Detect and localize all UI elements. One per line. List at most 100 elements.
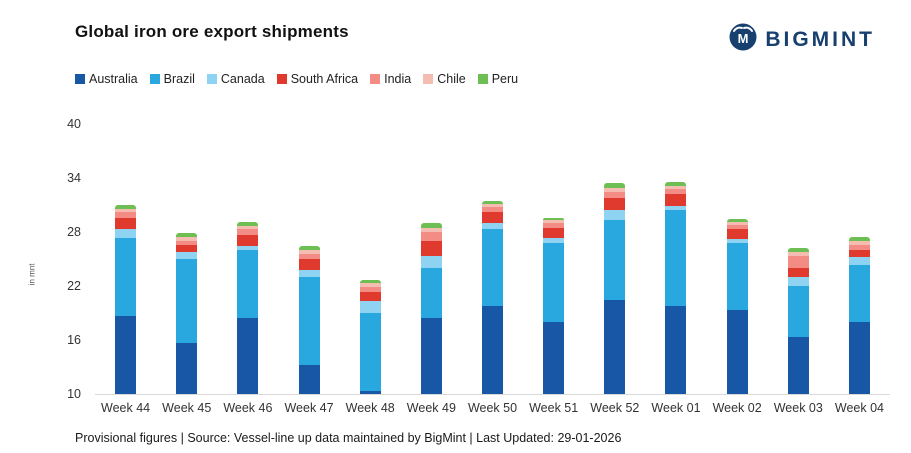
legend-item-brazil: Brazil — [149, 72, 195, 86]
bar-slot — [401, 124, 462, 394]
legend-swatch — [75, 74, 85, 84]
stacked-bar-week-01 — [665, 181, 687, 394]
bar-segment-india — [543, 223, 565, 228]
bar-slot — [462, 124, 523, 394]
x-tick-label: Week 51 — [529, 401, 579, 415]
bar-segment-peru — [482, 200, 504, 205]
bar-segment-south-africa — [787, 268, 809, 278]
legend-label: Canada — [220, 72, 265, 86]
y-tick-label: 22 — [67, 279, 81, 293]
bar-segment-south-africa — [298, 259, 320, 270]
bar-segment-australia — [420, 317, 442, 394]
x-axis-labels: Week 44 Week 45 Week 46 Week 47 Week 48 Week … — [95, 401, 890, 415]
legend-label: Brazil — [163, 72, 195, 86]
bar-segment-canada — [787, 277, 809, 287]
bar-segment-chile — [237, 225, 259, 230]
bar-segment-australia — [482, 305, 504, 394]
stacked-bar-week-03 — [787, 248, 809, 394]
bar-slot — [829, 124, 890, 394]
legend-item-canada: Canada — [206, 72, 265, 86]
stacked-bar-week-51 — [543, 217, 565, 394]
bar-segment-south-africa — [359, 292, 381, 302]
legend-label: India — [384, 72, 412, 86]
bar-segment-chile — [115, 208, 137, 213]
legend-item-peru: Peru — [477, 72, 519, 86]
stacked-bar-week-45 — [176, 232, 198, 394]
stacked-bar-week-46 — [237, 222, 259, 394]
bar-segment-india — [298, 253, 320, 260]
bar-slot — [523, 124, 584, 394]
bar-segment-canada — [482, 223, 504, 230]
bar-segment-chile — [604, 187, 626, 192]
legend-swatch — [206, 74, 217, 84]
bar-segment-brazil — [543, 242, 565, 322]
bar-segment-south-africa — [604, 197, 626, 210]
stacked-bar-week-04 — [848, 237, 870, 394]
stacked-bar-week-48 — [359, 279, 381, 394]
bar-slot — [156, 124, 217, 394]
bar-segment-peru — [604, 182, 626, 188]
bar-segment-india — [115, 212, 137, 218]
bar-segment-brazil — [787, 286, 809, 338]
legend-swatch — [423, 74, 434, 84]
bar-segment-australia — [115, 315, 137, 394]
chart-area: in mnt 10 16 22 28 34 40 — [28, 117, 890, 401]
y-tick-label: 34 — [67, 171, 81, 185]
legend-label: Peru — [491, 72, 519, 86]
source-note: Provisional figures | Source: Vessel-lin… — [75, 431, 622, 445]
bar-segment-peru — [787, 248, 809, 252]
legend-item-india: India — [370, 72, 411, 86]
bar-segment-canada — [176, 251, 198, 260]
bar-segment-canada — [543, 238, 565, 243]
bar-segment-brazil — [482, 229, 504, 306]
bar-segment-india — [726, 224, 748, 230]
stacked-bar-week-02 — [726, 219, 748, 394]
x-tick-label: Week 49 — [406, 401, 456, 415]
bar-segment-chile — [359, 283, 381, 287]
x-tick-label: Week 03 — [773, 401, 823, 415]
bar-segment-peru — [298, 245, 320, 251]
x-tick-label: Week 48 — [345, 401, 395, 415]
bar-segment-australia — [726, 310, 748, 394]
bar-segment-south-africa — [848, 250, 870, 258]
bar-segment-peru — [359, 279, 381, 284]
legend-swatch — [276, 74, 287, 84]
bar-segment-australia — [237, 317, 259, 394]
legend-label: Australia — [89, 72, 138, 86]
bar-segment-peru — [726, 219, 748, 223]
x-tick-label: Week 52 — [590, 401, 640, 415]
bar-slot — [645, 124, 706, 394]
bar-segment-chile — [420, 227, 442, 233]
bigmint-logo-text: BIGMINT — [765, 27, 875, 51]
y-tick-label: 16 — [67, 333, 81, 347]
bar-segment-chile — [176, 237, 198, 242]
bar-slot — [278, 124, 339, 394]
bar-segment-peru — [237, 222, 259, 226]
y-axis-title: in mnt — [27, 263, 37, 286]
stacked-bar-week-52 — [604, 182, 626, 394]
bar-segment-canada — [420, 256, 442, 268]
stacked-bar-week-50 — [482, 200, 504, 394]
bar-segment-canada — [726, 239, 748, 243]
stacked-bar-week-44 — [115, 205, 137, 394]
bar-segment-brazil — [726, 242, 748, 311]
bar-segment-australia — [848, 322, 870, 394]
x-tick-label: Week 02 — [712, 401, 762, 415]
bar-segment-peru — [543, 217, 565, 221]
bar-segment-south-africa — [420, 241, 442, 257]
x-tick-label: Week 44 — [101, 401, 151, 415]
bar-segment-india — [237, 229, 259, 235]
bar-segment-australia — [543, 322, 565, 394]
legend-swatch — [370, 74, 381, 84]
chart-title: Global iron ore export shipments — [75, 22, 349, 41]
legend-item-australia: Australia — [75, 72, 138, 86]
bar-segment-india — [420, 232, 442, 242]
bar-slot — [768, 124, 829, 394]
bar-slot — [707, 124, 768, 394]
bar-segment-australia — [359, 391, 381, 394]
bar-segment-india — [665, 188, 687, 195]
bar-segment-south-africa — [115, 217, 137, 230]
stacked-bar-week-49 — [420, 223, 442, 394]
bar-segment-india — [604, 191, 626, 198]
